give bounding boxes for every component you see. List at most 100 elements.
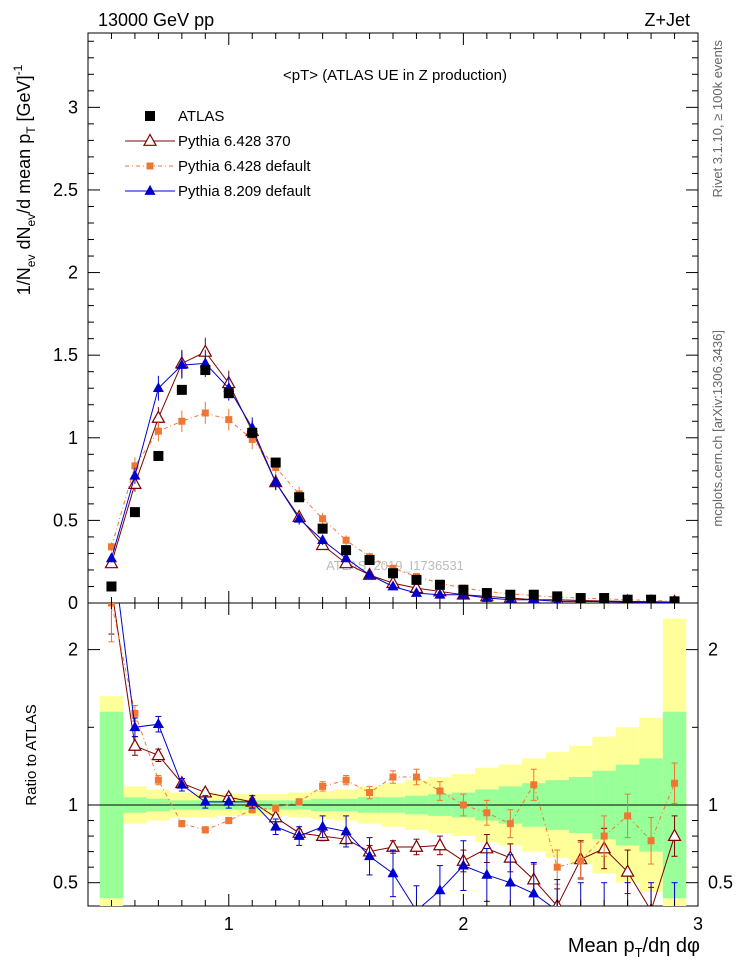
atlas-point (176, 384, 187, 395)
ratio-point (340, 825, 352, 836)
atlas-point (364, 555, 375, 566)
ratio-plot-layer (88, 603, 698, 917)
ratio-y-tick-label: 0.5 (53, 873, 78, 893)
ratio-y-tick-label-right: 2 (708, 640, 718, 660)
ratio-point (317, 820, 329, 831)
ratio-point (415, 904, 418, 906)
atlas-point (270, 457, 281, 468)
legend: ATLAS Pythia 6.428 370 Pythia 6.428 defaul… (125, 108, 311, 200)
main-y-tick-label: 3 (68, 97, 78, 117)
atlas-point (341, 545, 352, 556)
main-y-tick-label: 0 (68, 593, 78, 613)
ratio-point (556, 904, 559, 906)
ratio-y-tick-label-right: 1 (708, 795, 718, 815)
ratio-point (576, 909, 585, 917)
ratio-point (389, 773, 397, 781)
ratio-point (432, 837, 447, 851)
legend-marker (145, 111, 155, 121)
rivet-label: Rivet 3.1.10, ≥ 100k events (710, 40, 725, 198)
ratio-point (623, 909, 632, 917)
ratio-point (178, 820, 186, 828)
ratio-point (293, 829, 305, 840)
ratio-point (127, 738, 142, 751)
ratio-point (504, 876, 516, 887)
ratio-point (151, 747, 166, 761)
ratio-point (295, 798, 303, 806)
ratio-point (131, 709, 139, 717)
main-point (342, 536, 350, 544)
ratio-point (434, 884, 446, 895)
ratio-point (342, 776, 350, 784)
atlas-point (434, 579, 445, 590)
ratio-point (366, 789, 374, 797)
header-right: Z+Jet (644, 10, 690, 30)
atlas-point (458, 584, 469, 595)
ratio-point (481, 868, 493, 879)
ratio-point (459, 801, 467, 809)
x-tick-label: 2 (458, 914, 468, 934)
main-point (176, 358, 188, 369)
main-y-tick-label: 1.5 (53, 345, 78, 365)
ratio-point (270, 820, 282, 831)
ratio-point (577, 857, 585, 865)
legend-marker (146, 162, 154, 170)
ratio-point (667, 828, 682, 841)
ratio-point (528, 887, 540, 898)
ratio-point (671, 779, 679, 787)
main-point (387, 580, 399, 591)
ratio-y-tick-label: 2 (68, 640, 78, 660)
main-point (107, 543, 115, 551)
ratio-point (624, 812, 632, 820)
main-y-tick-label: 2 (68, 263, 78, 283)
x-tick-label: 3 (693, 914, 703, 934)
main-point (154, 427, 162, 435)
ratio-point (129, 721, 141, 732)
atlas-point (129, 507, 140, 518)
mcplots-label: mcplots.cern.ch [arXiv:1306.3436] (710, 330, 725, 527)
atlas-point (294, 492, 305, 503)
legend-label: Pythia 8.209 default (178, 183, 311, 200)
legend-marker (142, 133, 158, 146)
ratio-point (412, 773, 420, 781)
ratio-point (387, 867, 399, 878)
ratio-point (223, 795, 235, 806)
xlabel: Mean pT/dη dφ (568, 935, 700, 960)
ratio-y-tick-label: 1 (68, 795, 78, 815)
legend-marker (144, 184, 156, 195)
header-left: 13000 GeV pp (98, 10, 214, 30)
main-ylabel-part: 1/N (14, 267, 34, 295)
main-point (270, 476, 282, 487)
main-point (105, 552, 117, 563)
ratio-point (670, 909, 679, 917)
atlas-point (200, 365, 211, 376)
atlas-point (411, 574, 422, 585)
main-point (340, 552, 352, 563)
ratio-point (647, 909, 656, 917)
ratio-point (154, 776, 162, 784)
main-point (178, 417, 186, 425)
ratio-point (152, 718, 164, 729)
ratio-y-tick-label-right: 0.5 (708, 873, 733, 893)
main-point (201, 409, 209, 417)
ratio-ylabel: Ratio to ATLAS (23, 704, 40, 805)
main-y-tick-label: 2.5 (53, 180, 78, 200)
ratio-point (436, 787, 444, 795)
main-point (293, 512, 305, 523)
ratio-point (364, 850, 376, 861)
main-point (319, 515, 327, 523)
ratio-point (506, 820, 514, 828)
ratio-point (647, 837, 655, 845)
ratio-point (483, 809, 491, 817)
atlas-point (505, 589, 516, 600)
atlas-point (106, 581, 117, 592)
main-point (364, 568, 376, 579)
ratio-point (199, 795, 211, 806)
main-point (129, 469, 141, 480)
ratio-point (620, 864, 635, 877)
ratio-point (176, 778, 188, 789)
ratio-point (225, 817, 233, 825)
atlas-point (153, 450, 164, 461)
main-y-tick-label: 0.5 (53, 510, 78, 530)
ratio-point (553, 863, 561, 871)
legend-label: Pythia 6.428 370 (178, 133, 291, 150)
